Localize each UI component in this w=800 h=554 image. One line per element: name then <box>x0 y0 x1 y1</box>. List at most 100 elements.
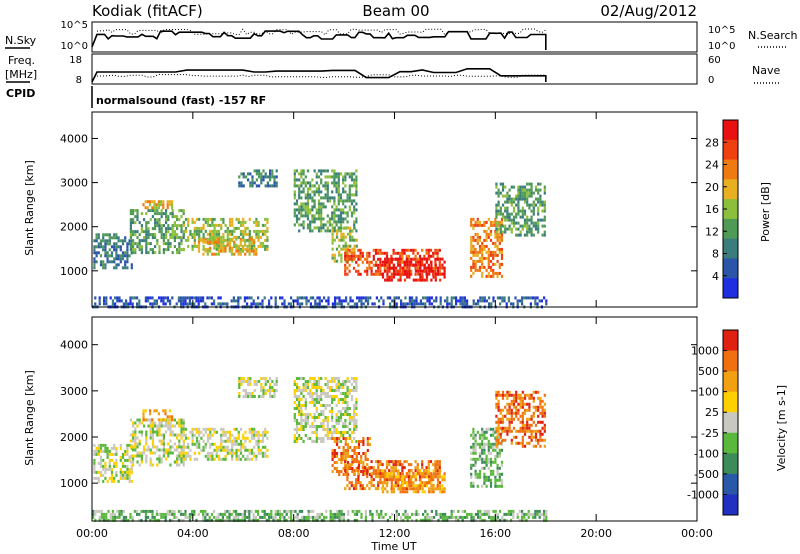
heatmap-cell <box>213 299 216 303</box>
heatmap-cell <box>459 299 462 303</box>
heatmap-cell <box>412 472 415 476</box>
heatmap-cell <box>539 396 542 400</box>
heatmap-cell <box>317 205 321 209</box>
heatmap-cell <box>349 238 352 242</box>
heatmap-cell <box>348 416 351 419</box>
heatmap-cell <box>415 512 418 516</box>
heatmap-cell <box>348 254 351 258</box>
heatmap-cell <box>145 245 148 249</box>
heatmap-cell <box>130 263 133 267</box>
heatmap-cell <box>130 266 133 270</box>
heatmap-cell <box>209 451 212 455</box>
heatmap-cell <box>362 440 365 443</box>
heatmap-cell <box>479 299 482 303</box>
heatmap-cell <box>151 442 154 446</box>
heatmap-cell <box>501 299 504 303</box>
heatmap-cell <box>306 422 310 425</box>
heatmap-cell <box>231 454 234 458</box>
heatmap-cell <box>508 218 511 222</box>
heatmap-cell <box>528 441 531 445</box>
heatmap-cell <box>501 215 505 219</box>
heatmap-cell <box>344 460 347 464</box>
heatmap-cell <box>406 275 409 279</box>
heatmap-cell <box>125 302 128 306</box>
heatmap-cell <box>258 172 261 176</box>
heatmap-cell <box>407 257 411 261</box>
heatmap-cell <box>425 266 429 270</box>
heatmap-cell <box>363 466 367 470</box>
heatmap-cell <box>410 260 413 264</box>
heatmap-cell <box>335 428 338 431</box>
heatmap-cell <box>368 260 371 264</box>
heatmap-cell <box>235 299 238 303</box>
heatmap-cell <box>331 302 334 306</box>
heatmap-cell <box>120 518 123 522</box>
heatmap-cell <box>518 518 521 522</box>
heatmap-cell <box>474 451 477 455</box>
heatmap-cell <box>309 401 312 404</box>
heatmap-cell <box>416 463 419 467</box>
heatmap-cell <box>315 208 318 212</box>
heatmap-cell <box>355 202 358 206</box>
heatmap-cell <box>171 418 174 422</box>
heatmap-cell <box>226 448 229 452</box>
heatmap-cell <box>485 268 488 272</box>
heatmap-cell <box>344 254 347 258</box>
heatmap-cell <box>331 449 334 452</box>
heatmap-cell <box>537 212 540 216</box>
heatmap-cell <box>521 438 524 442</box>
heatmap-cell <box>446 299 449 303</box>
heatmap-cell <box>244 389 247 392</box>
heatmap-cell <box>184 427 188 431</box>
heatmap-cell <box>396 460 400 464</box>
heatmap-cell <box>244 436 247 440</box>
heatmap-cell <box>238 386 241 389</box>
heatmap-cell <box>180 457 183 461</box>
heatmap-cell <box>136 454 139 458</box>
heatmap-cell <box>360 440 363 443</box>
heatmap-cell <box>237 299 240 303</box>
heatmap-cell <box>428 487 431 491</box>
heatmap-cell <box>154 227 157 231</box>
heatmap-cell <box>441 515 444 519</box>
heatmap-cell <box>300 437 303 440</box>
heatmap-cell <box>264 229 267 233</box>
heatmap-cell <box>300 214 303 218</box>
heatmap-cell <box>439 469 442 473</box>
heatmap-cell <box>228 241 232 245</box>
heatmap-cell <box>390 466 393 470</box>
heatmap-cell <box>167 418 170 422</box>
heatmap-cell <box>353 425 356 428</box>
heatmap-cell <box>145 221 148 225</box>
heatmap-cell <box>357 254 360 258</box>
heatmap-cell <box>472 271 475 275</box>
heatmap-cell <box>211 235 214 239</box>
heatmap-cell <box>503 512 506 516</box>
heatmap-cell <box>388 478 391 482</box>
heatmap-cell <box>339 413 343 416</box>
heatmap-cell <box>138 242 141 246</box>
heatmap-cell <box>397 481 400 485</box>
heatmap-cell <box>434 463 437 467</box>
heatmap-cell <box>248 237 251 241</box>
heatmap-cell <box>261 302 264 306</box>
heatmap-cell <box>145 233 148 237</box>
heatmap-cell <box>344 184 347 188</box>
heatmap-cell <box>470 512 473 516</box>
heatmap-cell <box>346 172 349 176</box>
heatmap-cell <box>124 476 127 480</box>
heatmap-cell <box>302 169 305 173</box>
heatmap-cell <box>401 260 404 264</box>
heatmap-cell <box>543 206 546 210</box>
heatmap-cell <box>450 509 453 513</box>
heatmap-cell <box>481 259 484 263</box>
heatmap-cell <box>519 402 522 406</box>
heatmap-cell <box>239 247 243 251</box>
heatmap-cell <box>534 296 537 300</box>
heatmap-cell <box>381 251 384 255</box>
y-tick-label: 1000 <box>60 265 88 278</box>
heatmap-cell <box>176 454 179 458</box>
heatmap-cell <box>156 445 159 449</box>
heatmap-cell <box>134 430 137 434</box>
heatmap-cell <box>242 380 245 383</box>
